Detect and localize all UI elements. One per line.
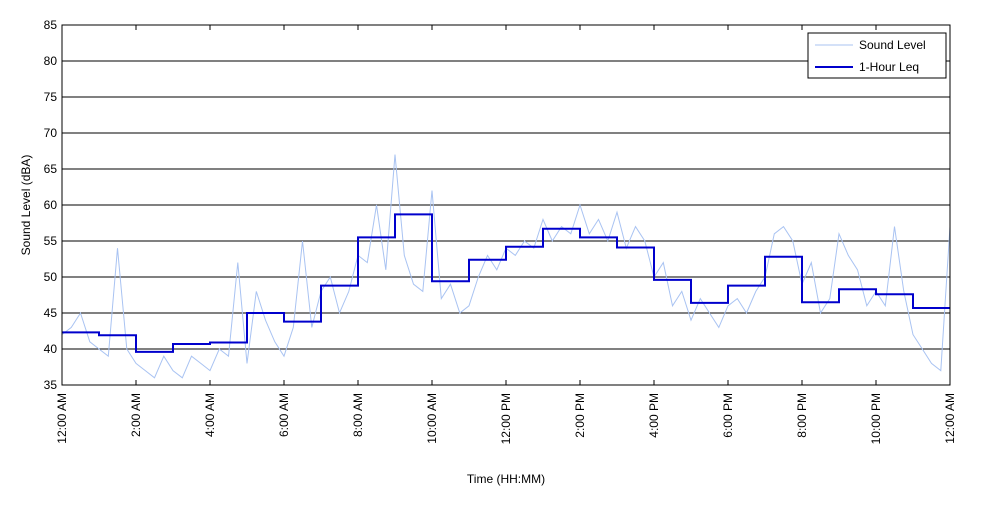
legend: Sound Level 1-Hour Leq [807,32,947,79]
x-axis-label: Time (HH:MM) [467,472,545,486]
y-tick-label: 70 [44,126,58,140]
x-tick-label: 8:00 AM [351,393,365,437]
y-tick-label: 60 [44,198,58,212]
y-tick-label: 55 [44,234,58,248]
y-tick-label: 80 [44,54,58,68]
y-tick-label: 85 [44,18,58,32]
x-tick-label: 2:00 AM [129,393,143,437]
y-axis: 35 40 45 50 55 60 65 70 75 80 85 [44,18,58,392]
legend-label-leq: 1-Hour Leq [859,60,919,74]
y-tick-label: 35 [44,378,58,392]
legend-label-sound-level: Sound Level [859,38,926,52]
x-tick-label: 6:00 PM [721,393,735,438]
y-tick-label: 65 [44,162,58,176]
y-tick-label: 45 [44,306,58,320]
x-tick-label: 8:00 PM [795,393,809,438]
y-axis-label: Sound Level (dBA) [19,155,33,256]
x-tick-label: 4:00 AM [203,393,217,437]
x-tick-label: 10:00 PM [869,393,883,444]
y-tick-label: 40 [44,342,58,356]
x-tick-label: 10:00 AM [425,393,439,444]
y-tick-label: 50 [44,270,58,284]
x-tick-label: 12:00 AM [55,393,69,444]
series-group [61,154,951,379]
x-tick-label: 4:00 PM [647,393,661,438]
x-tick-label: 2:00 PM [573,393,587,438]
y-tick-label: 75 [44,90,58,104]
x-tick-label: 12:00 PM [499,393,513,444]
series-1-hour-leq [62,213,950,353]
legend-box [807,32,947,79]
x-axis: 12:00 AM 2:00 AM 4:00 AM 6:00 AM 8:00 AM 10:0… [55,25,957,444]
x-tick-label: 12:00 AM [943,393,957,444]
x-tick-label: 6:00 AM [277,393,291,437]
gridlines [62,60,950,350]
